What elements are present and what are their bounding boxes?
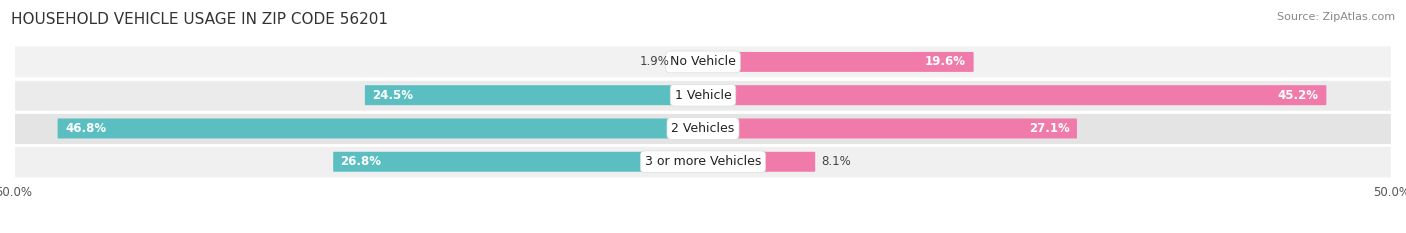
- FancyBboxPatch shape: [366, 85, 703, 105]
- FancyBboxPatch shape: [58, 119, 703, 138]
- Text: No Vehicle: No Vehicle: [671, 55, 735, 69]
- Text: 19.6%: 19.6%: [925, 55, 966, 69]
- FancyBboxPatch shape: [703, 152, 815, 172]
- Text: 3 or more Vehicles: 3 or more Vehicles: [645, 155, 761, 168]
- Text: 27.1%: 27.1%: [1029, 122, 1070, 135]
- FancyBboxPatch shape: [14, 112, 1392, 145]
- FancyBboxPatch shape: [333, 152, 703, 172]
- Text: 1 Vehicle: 1 Vehicle: [675, 89, 731, 102]
- Text: 8.1%: 8.1%: [821, 155, 851, 168]
- FancyBboxPatch shape: [703, 85, 1326, 105]
- Text: HOUSEHOLD VEHICLE USAGE IN ZIP CODE 56201: HOUSEHOLD VEHICLE USAGE IN ZIP CODE 5620…: [11, 12, 388, 27]
- FancyBboxPatch shape: [676, 52, 703, 72]
- FancyBboxPatch shape: [703, 119, 1077, 138]
- Text: 1.9%: 1.9%: [640, 55, 669, 69]
- Text: 46.8%: 46.8%: [65, 122, 107, 135]
- Text: 45.2%: 45.2%: [1278, 89, 1319, 102]
- Text: Source: ZipAtlas.com: Source: ZipAtlas.com: [1277, 12, 1395, 22]
- FancyBboxPatch shape: [14, 79, 1392, 112]
- Text: 24.5%: 24.5%: [373, 89, 413, 102]
- Text: 2 Vehicles: 2 Vehicles: [672, 122, 734, 135]
- FancyBboxPatch shape: [14, 145, 1392, 178]
- Text: 26.8%: 26.8%: [340, 155, 381, 168]
- FancyBboxPatch shape: [14, 45, 1392, 79]
- FancyBboxPatch shape: [703, 52, 973, 72]
- Legend: Owner-occupied, Renter-occupied: Owner-occupied, Renter-occupied: [576, 230, 830, 233]
